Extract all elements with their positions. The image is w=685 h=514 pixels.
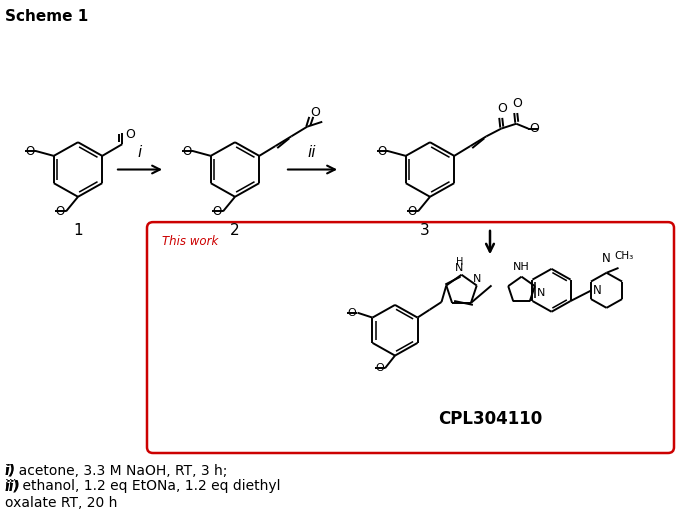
Text: O: O [213, 205, 222, 218]
Text: ii) ethanol, 1.2 eq EtONa, 1.2 eq diethyl
oxalate RT, 20 h: ii) ethanol, 1.2 eq EtONa, 1.2 eq diethy… [5, 480, 280, 509]
Text: CPL304110: CPL304110 [438, 410, 542, 428]
Text: i: i [138, 145, 142, 160]
Text: O: O [310, 106, 320, 119]
Text: 1: 1 [73, 223, 83, 238]
Text: O: O [512, 97, 522, 110]
Text: O: O [348, 308, 356, 318]
Text: Scheme 1: Scheme 1 [5, 9, 88, 24]
Text: 3: 3 [420, 223, 430, 238]
Text: O: O [125, 128, 135, 141]
Text: N: N [593, 284, 601, 297]
Text: N: N [473, 273, 481, 284]
Text: N: N [537, 288, 545, 298]
Text: O: O [377, 144, 387, 157]
Text: i) acetone, 3.3 M NaOH, RT, 3 h;: i) acetone, 3.3 M NaOH, RT, 3 h; [5, 464, 232, 478]
Text: N: N [456, 263, 464, 273]
Text: 2: 2 [230, 223, 240, 238]
Text: N: N [602, 252, 611, 265]
Text: i): i) [5, 464, 16, 478]
Text: NH: NH [513, 262, 530, 272]
Text: ii: ii [308, 145, 316, 160]
Text: O: O [182, 144, 192, 157]
Text: O: O [55, 205, 65, 218]
Text: ii): ii) [5, 480, 21, 493]
Text: O: O [497, 102, 507, 115]
Text: O: O [530, 122, 539, 135]
Text: O: O [408, 205, 417, 218]
Text: O: O [25, 144, 35, 157]
Text: H: H [456, 257, 463, 267]
Text: This work: This work [162, 235, 219, 248]
Text: CH₃: CH₃ [614, 251, 634, 261]
Text: O: O [375, 363, 384, 373]
